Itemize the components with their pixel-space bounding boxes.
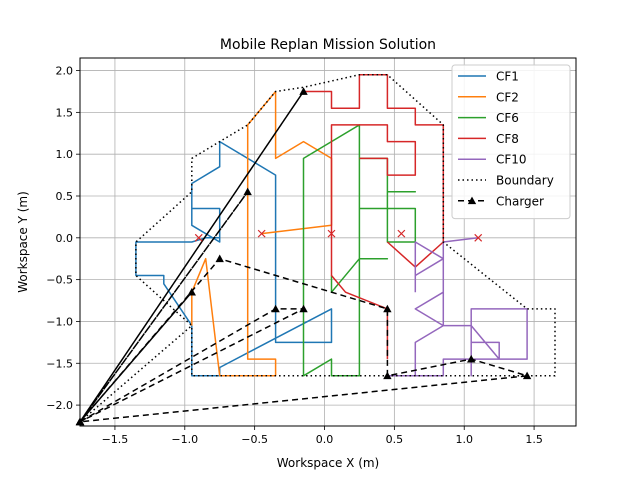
- y-axis-ticks: −2.0 −1.5 −1.0 −0.5 0.0 0.5 1.0 1.5 2.0: [46, 65, 80, 412]
- x-tick-label: −1.0: [171, 433, 198, 446]
- y-tick-label: 1.0: [56, 148, 74, 161]
- legend-label-cf8: CF8: [496, 132, 519, 146]
- y-tick-label: −1.5: [46, 357, 73, 370]
- x-axis-ticks: −1.5 −1.0 −0.5 0.0 0.5 1.0 1.5: [102, 426, 543, 446]
- y-tick-label: −0.5: [46, 274, 73, 287]
- goal-marker: [257, 229, 266, 238]
- charger-point: [187, 287, 196, 296]
- charger-point: [522, 371, 532, 380]
- goal-marker: [194, 233, 203, 242]
- x-tick-label: −1.5: [102, 433, 129, 446]
- y-tick-label: −2.0: [46, 399, 73, 412]
- series-line-boundary: [79, 73, 556, 423]
- goal-marker: [397, 229, 406, 238]
- y-axis-label: Workspace Y (m): [16, 191, 30, 293]
- y-tick-label: 0.0: [56, 232, 74, 245]
- chart-title: Mobile Replan Mission Solution: [220, 37, 436, 53]
- goal-marker-stroke: [474, 233, 483, 242]
- x-tick-label: 0.0: [316, 433, 334, 446]
- goal-marker-stroke: [257, 229, 266, 238]
- series-line-cf10: [386, 237, 528, 377]
- y-tick-label: 0.5: [56, 190, 74, 203]
- series-line-cf6: [302, 124, 417, 377]
- charger-point: [299, 304, 308, 313]
- series-layer: [79, 73, 556, 423]
- charger-point: [299, 87, 308, 95]
- series-line-cf8: [330, 124, 417, 360]
- goal-marker-stroke: [327, 229, 336, 238]
- goal-marker-stroke: [397, 229, 406, 238]
- charger-point: [271, 304, 280, 313]
- legend-label-charger: Charger: [496, 194, 544, 208]
- y-tick-label: 2.0: [56, 65, 74, 78]
- charger-point: [383, 371, 392, 380]
- charger-point: [215, 254, 224, 263]
- legend-label-cf1: CF1: [496, 70, 519, 84]
- y-tick-label: 1.5: [56, 106, 74, 119]
- y-tick-label: −1.0: [46, 315, 73, 328]
- series-line-charger: [79, 90, 528, 423]
- x-tick-label: 1.5: [525, 433, 543, 446]
- charger-point: [243, 187, 252, 196]
- legend-label-cf10: CF10: [496, 153, 527, 167]
- legend-label-cf6: CF6: [496, 111, 519, 125]
- plot-frame: [79, 57, 577, 427]
- series-line-cf1: [135, 140, 333, 377]
- x-tick-label: −0.5: [241, 433, 268, 446]
- x-tick-label: 1.0: [455, 433, 473, 446]
- goal-marker: [474, 233, 483, 242]
- x-axis-label: Workspace X (m): [277, 456, 380, 470]
- x-tick-label: 0.5: [386, 433, 404, 446]
- goal-marker-stroke: [194, 233, 203, 242]
- legend-label-cf2: CF2: [496, 90, 519, 104]
- charger-point: [467, 354, 476, 363]
- goal-marker: [327, 229, 336, 238]
- legend: CF1 CF2 CF6 CF8 CF10 Boundary Charger: [451, 64, 571, 220]
- legend-marker-charger: [467, 196, 477, 205]
- legend-label-boundary: Boundary: [496, 174, 554, 188]
- charger-point: [383, 304, 392, 313]
